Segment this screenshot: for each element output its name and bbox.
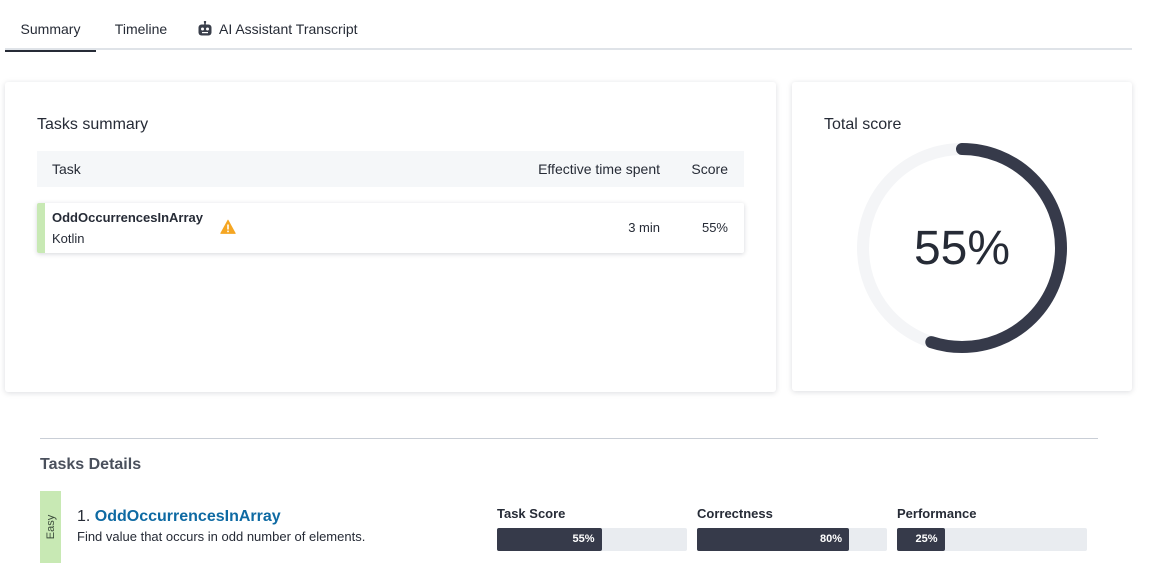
metric-bar-track: 80% [697, 528, 887, 551]
column-header-task: Task [52, 161, 81, 177]
task-name: OddOccurrencesInArray [52, 210, 204, 225]
score-donut [857, 143, 1067, 353]
tab-summary-label: Summary [20, 21, 81, 37]
tab-timeline-label: Timeline [114, 21, 168, 37]
task-number: 1. [77, 508, 91, 525]
table-row[interactable]: OddOccurrencesInArray Kotlin 3 min 55% [37, 203, 744, 253]
metric-performance: Performance 25% [897, 506, 1087, 551]
divider [40, 438, 1098, 439]
metric-label: Correctness [697, 506, 773, 521]
tasks-summary-title: Tasks summary [37, 116, 149, 133]
metric-bar-fill: 80% [697, 528, 849, 551]
tab-ai-assistant-transcript[interactable]: AI Assistant Transcript [197, 8, 367, 50]
tab-ai-label: AI Assistant Transcript [219, 21, 358, 37]
column-header-score: Score [691, 161, 728, 177]
tasks-summary-card: Tasks summary Task Effective time spent … [5, 82, 776, 392]
difficulty-accent [37, 203, 45, 253]
total-score-value: 55% [913, 221, 1011, 275]
metric-bar-track: 25% [897, 528, 1087, 551]
metric-label: Task Score [497, 506, 566, 521]
task-detail-link[interactable]: OddOccurrencesInArray [94, 508, 281, 525]
metric-correctness: Correctness 80% [697, 506, 887, 551]
task-description: Find value that occurs in odd number of … [77, 529, 366, 544]
metric-task-score: Task Score 55% [497, 506, 687, 551]
task-score: 55% [701, 220, 728, 235]
table-header: Task Effective time spent Score [37, 151, 744, 187]
metric-bar-track: 55% [497, 528, 687, 551]
difficulty-badge: Easy [40, 491, 61, 563]
column-header-time: Effective time spent [538, 161, 660, 177]
task-time: 3 min [628, 220, 660, 235]
tab-timeline[interactable]: Timeline [103, 8, 179, 50]
total-score-title: Total score [824, 116, 902, 133]
tab-summary[interactable]: Summary [5, 8, 96, 52]
metric-bar-fill: 55% [497, 528, 602, 551]
task-language: Kotlin [52, 231, 85, 246]
difficulty-label: Easy [44, 514, 57, 540]
warning-icon[interactable] [220, 219, 236, 235]
task-detail-heading: 1. OddOccurrencesInArray [77, 508, 281, 526]
total-score-card: Total score 55% [792, 82, 1132, 391]
tab-bar: Summary Timeline AI Assistant Transcript [5, 8, 1132, 52]
metric-label: Performance [897, 506, 977, 521]
metric-bar-fill: 25% [897, 528, 945, 551]
tasks-details-title: Tasks Details [40, 456, 142, 473]
robot-icon [198, 21, 212, 36]
donut-progress [857, 143, 1067, 353]
